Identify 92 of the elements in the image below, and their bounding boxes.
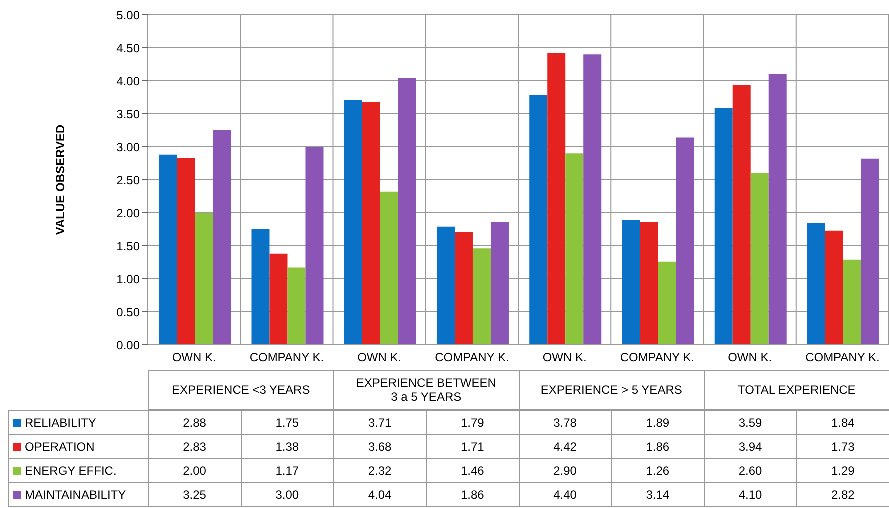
bar [472,248,491,345]
data-label: 1.71 [426,434,520,459]
bar [195,213,214,345]
data-label: 4.04 [333,482,427,507]
data-label: 1.75 [240,410,334,435]
bar [344,100,362,345]
data-label: 2.82 [796,482,889,507]
x-tick-label: OWN K. [358,350,402,365]
bar [548,53,566,345]
bar [658,262,676,345]
data-label: 1.29 [796,458,889,483]
data-label: 4.40 [518,482,612,507]
bar [676,138,694,345]
legend-label: RELIABILITY [8,410,149,435]
bar [807,224,826,345]
bar [584,54,602,345]
data-label: 1.86 [611,434,705,459]
bar [622,220,640,345]
x-tick-label: COMPANY K. [620,350,695,365]
bar [306,147,324,345]
data-label: 3.78 [518,410,612,435]
data-label: 1.73 [796,434,889,459]
data-label: 1.89 [611,410,705,435]
bar [530,96,548,345]
bar [252,230,270,345]
bar [362,102,380,345]
data-label: 4.42 [518,434,612,459]
y-tick-label: 1.00 [116,272,140,286]
y-tick-label: 2.50 [116,173,140,188]
text: TOTAL EXPERIENCE [704,370,889,410]
x-tick-label: COMPANY K. [806,350,880,365]
data-label: 1.86 [426,482,520,507]
bar [750,173,769,345]
bar [177,158,196,345]
bar [768,74,787,345]
y-tick-label: 3.00 [116,140,140,154]
data-label: 1.46 [426,458,520,483]
bar [380,192,398,345]
data-label: 4.10 [704,482,798,507]
bar [454,232,473,345]
text: EXPERIENCE BETWEEN 3 a 5 YEARS [333,370,520,410]
bar [213,130,232,345]
y-tick-label: 3.50 [116,107,140,122]
data-label: 1.84 [796,410,889,435]
data-label: 2.60 [704,458,798,483]
data-label: 3.71 [333,410,427,435]
bar [843,260,862,345]
data-label: 3.00 [240,482,334,507]
legend-label: ENERGY EFFIC. [8,458,149,483]
data-label: 2.83 [148,434,242,459]
bar [288,268,306,345]
y-tick-label: 0.50 [116,305,140,320]
y-tick-label: 5.00 [116,8,140,22]
x-tick-label: OWN K. [728,350,772,365]
y-tick-label: 4.50 [116,41,140,56]
x-tick-label: COMPANY K. [435,350,510,365]
bar [436,226,455,345]
data-label: 2.32 [333,458,427,483]
bar [398,78,416,345]
bar [861,158,880,345]
bar [566,154,584,345]
bar [270,254,288,345]
bar [490,222,509,345]
legend-label: MAINTAINABILITY [8,482,149,507]
y-tick-label: 1.50 [116,239,140,254]
data-label: 3.25 [148,482,242,507]
bar [732,84,751,345]
data-label: 3.14 [611,482,705,507]
legend-label: OPERATION [8,434,149,459]
data-label: 2.88 [148,410,242,435]
y-axis-title: VALUE OBSERVED [53,124,68,236]
data-label: 3.59 [704,410,798,435]
x-tick-label: COMPANY K. [250,350,324,365]
bar [640,222,658,345]
bar [825,230,844,345]
y-tick-label: 0.00 [116,338,140,352]
data-label: 2.00 [148,458,242,483]
data-label: 1.79 [426,410,520,435]
data-label: 3.94 [704,434,798,459]
data-label: 2.90 [518,458,612,483]
x-tick-label: OWN K. [542,350,587,365]
bar [159,154,178,345]
y-tick-label: 2.00 [116,206,140,220]
bar [714,108,733,345]
text: EXPERIENCE <3 YEARS [148,370,334,410]
data-label: 1.26 [611,458,705,483]
data-label: 1.38 [240,434,334,459]
x-tick-label: OWN K. [172,350,216,365]
text: EXPERIENCE > 5 YEARS [518,370,705,410]
data-label: 1.17 [240,458,334,483]
y-tick-label: 4.00 [116,74,140,88]
data-label: 3.68 [333,434,427,459]
